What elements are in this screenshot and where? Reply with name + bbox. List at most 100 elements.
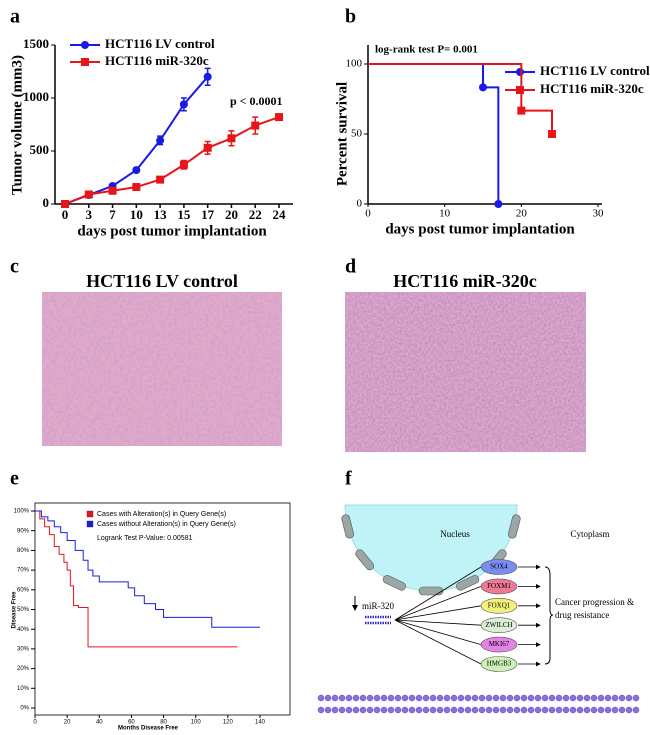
- histology-d: [345, 292, 586, 452]
- legend-label: HCT116 miR-320c: [105, 53, 209, 68]
- annotation: p < 0.0001: [230, 94, 283, 108]
- y-tick-label: 70%: [17, 568, 30, 574]
- outcome-label: Cancer progression &: [555, 597, 634, 607]
- point: [203, 72, 212, 81]
- x-tick-label: 80: [160, 720, 167, 726]
- mirna-duplex: [365, 615, 391, 625]
- point: [132, 166, 141, 175]
- legend-marker: [516, 68, 524, 76]
- membrane-head: [611, 706, 619, 714]
- y-tick-label: 50: [351, 128, 363, 140]
- x-tick-label: 15: [177, 207, 191, 222]
- membrane-head: [478, 694, 486, 702]
- point: [132, 183, 141, 192]
- x-tick-label: 10: [130, 207, 143, 222]
- gene-node: [480, 578, 518, 595]
- membrane-head: [352, 694, 360, 702]
- membrane-head: [373, 694, 381, 702]
- membrane-head: [359, 706, 367, 714]
- outcome-label: drug resistance: [555, 610, 609, 620]
- brace: [544, 566, 554, 665]
- membrane-head: [576, 694, 584, 702]
- nuclear-pore: [508, 514, 521, 539]
- y-tick-label: 0: [357, 198, 363, 210]
- membrane-head: [632, 694, 640, 702]
- annotation: Logrank Test P-Value: 0.00581: [97, 535, 193, 542]
- x-tick-label: 20: [225, 207, 238, 222]
- membrane-head: [387, 694, 395, 702]
- gene-node: [480, 656, 518, 672]
- x-tick-label: 140: [255, 720, 266, 726]
- point: [275, 113, 283, 122]
- membrane-head: [527, 706, 535, 714]
- membrane-head: [499, 706, 507, 714]
- membrane-head: [499, 694, 507, 702]
- membrane-head: [422, 694, 430, 702]
- membrane-head: [618, 694, 626, 702]
- y-tick-label: 90%: [17, 528, 30, 534]
- nuclear-pore: [418, 586, 444, 596]
- x-tick-label: 30: [593, 208, 605, 220]
- connector: [394, 619, 482, 665]
- membrane-head: [373, 706, 381, 714]
- membrane-head: [380, 706, 388, 714]
- membrane-head: [415, 706, 423, 714]
- membrane-head: [569, 694, 577, 702]
- membrane-head: [506, 706, 514, 714]
- y-tick-label: 100%: [14, 509, 30, 515]
- membrane-head: [506, 694, 514, 702]
- point: [479, 83, 487, 92]
- membrane-head: [380, 694, 388, 702]
- nuclear-pore: [382, 575, 406, 591]
- nucleus-label: Nucleus: [440, 529, 470, 539]
- membrane-head: [443, 694, 451, 702]
- x-tick-label: 60: [128, 720, 135, 726]
- legend-swatch: [86, 520, 94, 528]
- membrane-head: [317, 706, 325, 714]
- membrane-head: [583, 706, 591, 714]
- membrane-head: [562, 706, 570, 714]
- y-tick-label: 0: [43, 195, 50, 210]
- gene-label: MKI67: [489, 640, 510, 648]
- membrane-head: [541, 706, 549, 714]
- membrane-head: [338, 694, 346, 702]
- membrane-head: [331, 694, 339, 702]
- gene-label: HMGB3: [487, 660, 512, 668]
- gene-label: FOXQ1: [488, 601, 511, 609]
- x-tick-label: 0: [365, 208, 371, 220]
- y-tick-label: 40%: [17, 627, 30, 633]
- membrane-head: [387, 706, 395, 714]
- membrane-head: [345, 694, 353, 702]
- membrane-head: [478, 706, 486, 714]
- point: [494, 200, 503, 208]
- x-axis-title: days post tumor implantation: [77, 223, 267, 239]
- x-axis-title: days post tumor implantation: [385, 221, 575, 237]
- legend-label: Cases with Alteration(s) in Query Gene(s…: [97, 511, 226, 518]
- membrane-head: [597, 694, 605, 702]
- membrane-head: [597, 706, 605, 714]
- connector: [394, 619, 482, 626]
- x-tick-label: 0: [33, 720, 37, 726]
- series-line: [35, 510, 238, 648]
- panel-label: b: [345, 6, 356, 28]
- x-tick-label: 3: [86, 207, 93, 222]
- membrane-head: [583, 694, 591, 702]
- x-tick-label: 24: [273, 207, 287, 222]
- membrane-head: [443, 706, 451, 714]
- panel-label: e: [10, 468, 19, 490]
- membrane-head: [513, 694, 521, 702]
- gene-node: [480, 559, 518, 575]
- point: [61, 200, 69, 208]
- nuclear-pore: [341, 514, 354, 539]
- membrane-head: [625, 706, 633, 714]
- membrane-head: [625, 694, 633, 702]
- y-tick-label: 500: [30, 142, 50, 157]
- membrane-head: [401, 694, 409, 702]
- connector: [394, 605, 482, 621]
- panel-label: d: [345, 256, 356, 278]
- connector: [394, 586, 482, 621]
- point: [227, 134, 236, 143]
- membrane-head: [317, 694, 325, 702]
- series-line: [368, 63, 553, 134]
